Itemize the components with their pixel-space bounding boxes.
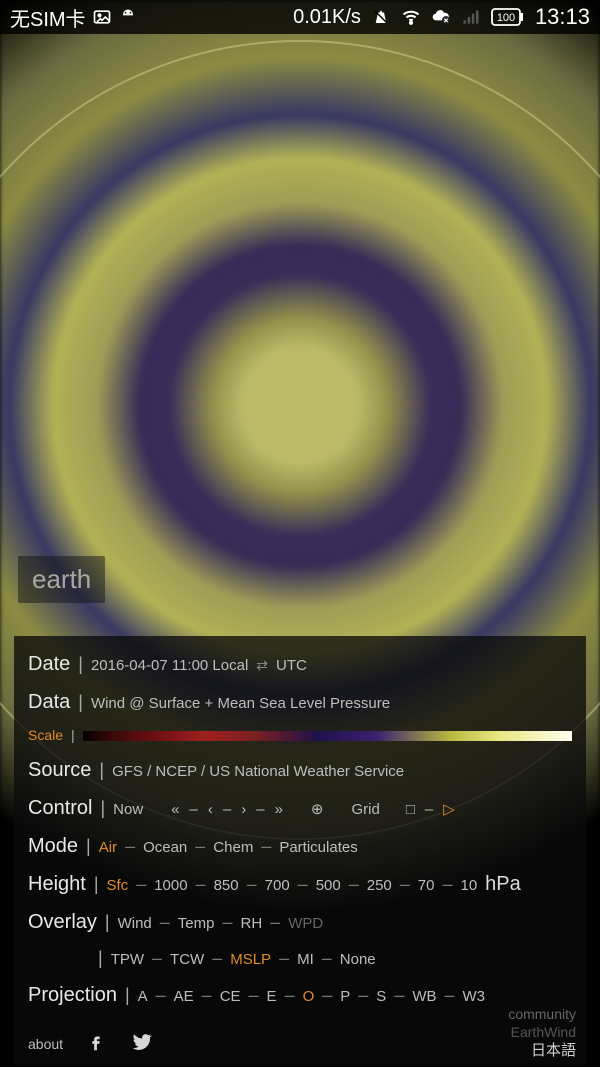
proj-w3[interactable]: W3 bbox=[463, 986, 486, 1007]
twitter-icon[interactable] bbox=[129, 1030, 153, 1059]
brand-text: EarthWind bbox=[508, 1023, 576, 1041]
overlay-wpd: WPD bbox=[288, 913, 323, 934]
height-unit: hPa bbox=[485, 870, 521, 898]
height-850[interactable]: 850 bbox=[214, 875, 239, 896]
overlay-wind[interactable]: Wind bbox=[118, 913, 152, 934]
lang-box: community EarthWind 日本語 bbox=[500, 1001, 584, 1065]
grid-toggle[interactable]: Grid bbox=[351, 799, 379, 820]
control-row: Control| Now « – ‹ – › – » ⊕ Grid □ – ▷ bbox=[28, 794, 572, 822]
height-label: Height bbox=[28, 870, 86, 898]
overlay-label: Overlay bbox=[28, 908, 97, 936]
image-icon bbox=[92, 7, 112, 27]
lang-jp[interactable]: 日本語 bbox=[508, 1041, 576, 1061]
overlay-temp[interactable]: Temp bbox=[178, 913, 215, 934]
data-desc: Wind @ Surface + Mean Sea Level Pressure bbox=[91, 693, 390, 714]
earth-badge[interactable]: earth bbox=[18, 556, 105, 603]
overlay-mi[interactable]: MI bbox=[297, 949, 314, 970]
wifi-icon bbox=[401, 7, 421, 27]
overlay-tcw[interactable]: TCW bbox=[170, 949, 204, 970]
proj-s[interactable]: S bbox=[376, 986, 386, 1007]
overlay-mslp[interactable]: MSLP bbox=[230, 949, 271, 970]
nav-next-fast[interactable]: » bbox=[275, 799, 285, 820]
clock: 13:13 bbox=[535, 4, 590, 30]
facebook-icon[interactable] bbox=[85, 1031, 107, 1058]
mode-label: Mode bbox=[28, 832, 78, 860]
android-icon bbox=[118, 7, 138, 27]
data-label: Data bbox=[28, 688, 70, 716]
stop-icon[interactable]: □ bbox=[406, 799, 417, 820]
svg-text:100: 100 bbox=[497, 12, 515, 24]
height-sfc[interactable]: Sfc bbox=[107, 875, 129, 896]
sim-status: 无SIM卡 bbox=[10, 3, 86, 32]
nav-next[interactable]: › bbox=[241, 799, 248, 820]
overlay-row-1: Overlay| Wind– Temp– RH– WPD bbox=[28, 908, 572, 936]
locate-icon[interactable]: ⊕ bbox=[311, 799, 326, 820]
mute-icon bbox=[371, 7, 391, 27]
source-label: Source bbox=[28, 756, 91, 784]
overlay-row-2: | TPW– TCW– MSLP– MI– None bbox=[28, 946, 572, 971]
tz-swap-icon[interactable]: ⇄ bbox=[256, 656, 268, 676]
tz-utc[interactable]: UTC bbox=[276, 655, 307, 676]
height-500[interactable]: 500 bbox=[316, 875, 341, 896]
nav-prev-fast[interactable]: « bbox=[171, 799, 181, 820]
overlay-rh[interactable]: RH bbox=[241, 913, 263, 934]
height-row: Height| Sfc– 1000– 850– 700– 500– 250– 7… bbox=[28, 870, 572, 898]
proj-a[interactable]: A bbox=[138, 986, 148, 1007]
proj-ce[interactable]: CE bbox=[220, 986, 241, 1007]
proj-wb[interactable]: WB bbox=[412, 986, 436, 1007]
scale-gradient[interactable] bbox=[83, 731, 572, 741]
proj-ae[interactable]: AE bbox=[174, 986, 194, 1007]
source-row: Source| GFS / NCEP / US National Weather… bbox=[28, 756, 572, 784]
projection-label: Projection bbox=[28, 981, 117, 1009]
proj-o[interactable]: O bbox=[303, 986, 315, 1007]
nav-prev[interactable]: ‹ bbox=[208, 799, 215, 820]
mode-chem[interactable]: Chem bbox=[213, 837, 253, 858]
overlay-none[interactable]: None bbox=[340, 949, 376, 970]
scale-label: Scale bbox=[28, 726, 63, 746]
network-speed: 0.01K/s bbox=[293, 6, 361, 29]
height-1000[interactable]: 1000 bbox=[154, 875, 187, 896]
control-label: Control bbox=[28, 794, 92, 822]
proj-p[interactable]: P bbox=[340, 986, 350, 1007]
mode-row: Mode| Air– Ocean– Chem– Particulates bbox=[28, 832, 572, 860]
date-row: Date| 2016-04-07 11:00 Local ⇄ UTC bbox=[28, 650, 572, 678]
mode-particulates[interactable]: Particulates bbox=[279, 837, 357, 858]
source-value[interactable]: GFS / NCEP / US National Weather Service bbox=[112, 761, 404, 782]
overlay-tpw[interactable]: TPW bbox=[111, 949, 144, 970]
community-text: community bbox=[508, 1005, 576, 1023]
cloud-error-icon bbox=[431, 7, 451, 27]
height-10[interactable]: 10 bbox=[460, 875, 477, 896]
height-70[interactable]: 70 bbox=[418, 875, 435, 896]
control-now[interactable]: Now bbox=[113, 799, 143, 820]
height-250[interactable]: 250 bbox=[367, 875, 392, 896]
about-link[interactable]: about bbox=[28, 1036, 63, 1052]
status-bar: 无SIM卡 0.01K/s 100 13:13 bbox=[0, 0, 600, 34]
play-icon[interactable]: ▷ bbox=[443, 799, 457, 820]
battery-indicator: 100 bbox=[491, 8, 525, 26]
date-value[interactable]: 2016-04-07 11:00 Local bbox=[91, 655, 248, 676]
scale-row: Scale| bbox=[28, 726, 572, 746]
date-label: Date bbox=[28, 650, 70, 678]
height-700[interactable]: 700 bbox=[265, 875, 290, 896]
proj-e[interactable]: E bbox=[267, 986, 277, 1007]
mode-air[interactable]: Air bbox=[99, 837, 117, 858]
projection-row: Projection| A– AE– CE– E– O– P– S– WB– W… bbox=[28, 981, 572, 1009]
mode-ocean[interactable]: Ocean bbox=[143, 837, 187, 858]
data-row: Data| Wind @ Surface + Mean Sea Level Pr… bbox=[28, 688, 572, 716]
control-panel: Date| 2016-04-07 11:00 Local ⇄ UTC Data|… bbox=[14, 636, 586, 1065]
signal-icon bbox=[461, 7, 481, 27]
